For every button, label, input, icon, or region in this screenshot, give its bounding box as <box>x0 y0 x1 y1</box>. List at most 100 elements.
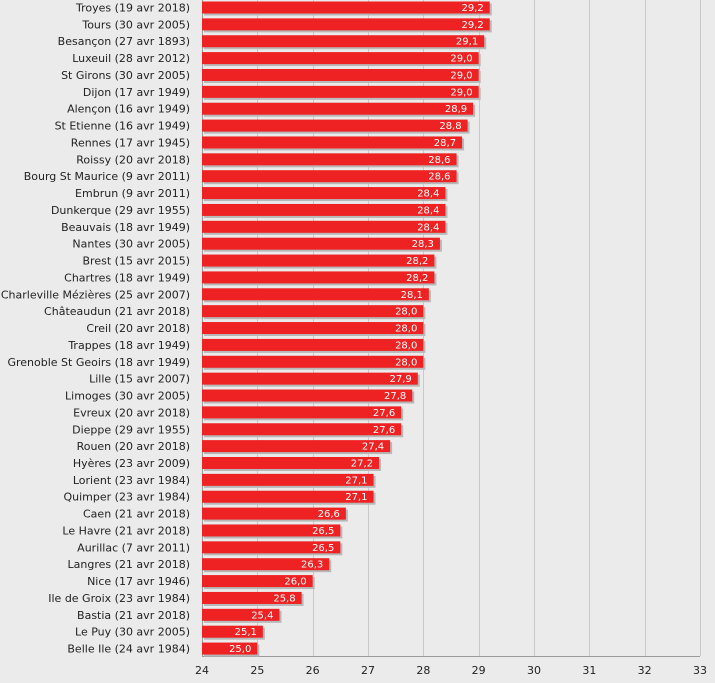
bar-value-label: 29,0 <box>450 70 472 81</box>
bar-value-label: 29,0 <box>450 87 472 98</box>
bar <box>202 490 374 503</box>
bar-value-label: 29,2 <box>461 20 483 31</box>
category-label: Chartres (18 avr 1949) <box>64 271 190 284</box>
bar-value-label: 29,1 <box>456 37 478 48</box>
bar-value-label: 27,9 <box>390 374 412 385</box>
bar <box>202 524 341 537</box>
x-tick-label: 30 <box>527 664 541 677</box>
category-label: Bourg St Maurice (9 avr 2011) <box>24 170 190 183</box>
bar <box>202 338 424 351</box>
category-label: Alençon (16 avr 1949) <box>67 103 190 116</box>
bar <box>202 355 424 368</box>
bar <box>202 305 424 318</box>
bar-value-label: 28,4 <box>417 205 439 216</box>
bar-value-label: 25,4 <box>251 610 273 621</box>
category-label: Nantes (30 avr 2005) <box>72 238 190 251</box>
bar-value-label: 28,6 <box>428 172 450 183</box>
bar <box>202 456 380 469</box>
bar-value-label: 28,2 <box>406 256 428 267</box>
bar <box>202 389 413 402</box>
x-tick-label: 25 <box>250 664 264 677</box>
category-label: Charleville Mézières (25 avr 2007) <box>1 288 190 301</box>
x-tick-label: 28 <box>416 664 430 677</box>
category-label: Evreux (20 avr 2018) <box>73 406 190 419</box>
bar-value-label: 28,2 <box>406 273 428 284</box>
category-label: Luxeuil (28 avr 2012) <box>72 52 190 65</box>
bar <box>202 18 490 31</box>
category-label: Embrun (9 avr 2011) <box>75 187 190 200</box>
category-label: Quimper (23 avr 1984) <box>63 491 190 504</box>
bar-value-label: 29,2 <box>461 3 483 14</box>
bar <box>202 136 463 149</box>
bar-value-label: 27,2 <box>351 458 373 469</box>
category-label: Bastia (21 avr 2018) <box>77 609 190 622</box>
bar-value-label: 25,0 <box>229 644 251 655</box>
category-label: Aurillac (7 avr 2011) <box>77 541 190 554</box>
bar-value-label: 26,0 <box>284 577 306 588</box>
bar <box>202 170 457 183</box>
bar <box>202 406 402 419</box>
bar <box>202 541 341 554</box>
bar-value-label: 28,9 <box>445 104 467 115</box>
bar <box>202 591 302 604</box>
bar-value-label: 26,6 <box>318 509 340 520</box>
bar-value-label: 28,4 <box>417 222 439 233</box>
x-tick-label: 24 <box>195 664 209 677</box>
bar <box>202 575 313 588</box>
bar <box>202 203 446 216</box>
bar <box>202 558 330 571</box>
bar <box>202 473 374 486</box>
bar-value-label: 28,1 <box>401 290 423 301</box>
bar <box>202 322 424 335</box>
bar-value-label: 28,0 <box>395 324 417 335</box>
category-label: St Etienne (16 avr 1949) <box>55 120 190 133</box>
category-label: Châteaudun (21 avr 2018) <box>44 305 190 318</box>
bar <box>202 608 280 621</box>
category-label: Trappes (18 avr 1949) <box>67 339 190 352</box>
category-label: Lorient (23 avr 1984) <box>73 474 190 487</box>
category-label: Grenoble St Geoirs (18 avr 1949) <box>7 356 190 369</box>
bar <box>202 271 435 284</box>
bar <box>202 153 457 166</box>
category-label: Creil (20 avr 2018) <box>86 322 190 335</box>
x-tick-label: 33 <box>693 664 707 677</box>
bar <box>202 440 391 453</box>
bar-value-label: 27,1 <box>345 475 367 486</box>
category-label: Besançon (27 avr 1893) <box>58 35 190 48</box>
category-label: Le Havre (21 avr 2018) <box>62 524 190 537</box>
category-label: Troyes (19 avr 2018) <box>75 2 190 15</box>
bar-value-label: 28,0 <box>395 307 417 318</box>
x-tick-label: 31 <box>582 664 596 677</box>
bar <box>202 372 418 385</box>
bar-value-label: 28,0 <box>395 340 417 351</box>
category-label: Le Puy (30 avr 2005) <box>75 626 190 639</box>
bar <box>202 187 446 200</box>
bar-value-label: 28,6 <box>428 155 450 166</box>
bar <box>202 102 474 115</box>
tick-layer: 24 25 26 27 28 29 30 31 32 33 <box>195 664 707 677</box>
label-layer: 29,2 Troyes (19 avr 2018) 29,2 Tours (30 av… <box>1 2 484 656</box>
category-label: Rouen (20 avr 2018) <box>77 440 190 453</box>
x-tick-label: 32 <box>638 664 652 677</box>
bar <box>202 35 485 48</box>
bar-value-label: 28,8 <box>439 121 461 132</box>
category-label: Dijon (17 avr 1949) <box>83 86 190 99</box>
category-label: Dunkerque (29 avr 1955) <box>51 204 190 217</box>
bar-value-label: 27,6 <box>373 408 395 419</box>
bar-value-label: 25,1 <box>235 627 257 638</box>
bar-value-label: 27,6 <box>373 425 395 436</box>
category-label: Hyères (23 avr 2009) <box>73 457 190 470</box>
bar-layer <box>202 1 492 657</box>
bar <box>202 52 479 65</box>
bar-value-label: 26,5 <box>312 543 334 554</box>
bar <box>202 642 258 655</box>
category-label: Beauvais (18 avr 1949) <box>61 221 190 234</box>
bar <box>202 85 479 98</box>
category-label: Nice (17 avr 1946) <box>87 575 190 588</box>
bar <box>202 288 429 301</box>
category-label: Brest (15 avr 2015) <box>83 255 190 268</box>
bar-value-label: 27,4 <box>362 442 384 453</box>
bar <box>202 423 402 436</box>
category-label: Ile de Groix (23 avr 1984) <box>48 592 190 605</box>
